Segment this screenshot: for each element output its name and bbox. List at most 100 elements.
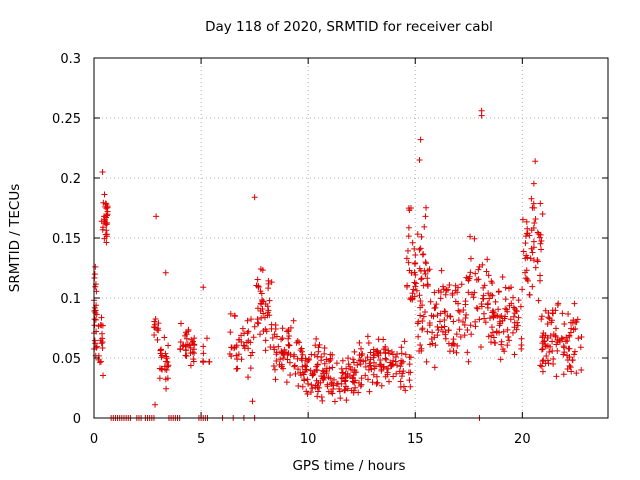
data-point — [403, 283, 410, 290]
data-point — [497, 356, 504, 363]
data-point — [567, 364, 574, 371]
data-point — [297, 369, 304, 376]
data-point — [539, 368, 546, 375]
data-point — [374, 350, 381, 357]
data-point — [266, 297, 273, 304]
data-point — [373, 373, 380, 380]
data-point — [380, 336, 387, 343]
data-point — [368, 366, 375, 373]
data-point — [486, 315, 493, 322]
data-point — [530, 238, 537, 245]
data-point — [244, 317, 251, 324]
data-point — [251, 194, 258, 201]
data-point — [380, 346, 387, 353]
data-point — [189, 340, 196, 347]
data-point — [331, 398, 338, 405]
data-point — [406, 377, 413, 384]
data-point — [457, 334, 464, 341]
data-point — [417, 341, 424, 348]
data-point — [156, 375, 163, 382]
data-point — [538, 237, 545, 244]
data-point — [249, 398, 256, 405]
data-point — [275, 343, 282, 350]
data-point — [319, 375, 326, 382]
data-point — [101, 191, 108, 198]
data-point — [234, 365, 241, 372]
data-point — [325, 374, 332, 381]
data-point — [314, 393, 321, 400]
data-point — [453, 349, 460, 356]
data-point — [492, 298, 499, 305]
data-point — [424, 328, 431, 335]
data-point — [380, 364, 387, 371]
data-point — [458, 281, 465, 288]
data-point — [504, 342, 511, 349]
data-point — [519, 286, 526, 293]
data-point — [485, 272, 492, 279]
data-point — [423, 358, 430, 365]
data-point — [271, 366, 278, 373]
data-point — [515, 314, 522, 321]
data-point — [419, 251, 426, 258]
data-point — [301, 362, 308, 369]
data-point — [450, 336, 457, 343]
data-point — [413, 287, 420, 294]
data-point — [333, 360, 340, 367]
data-point — [484, 304, 491, 311]
data-point — [456, 326, 463, 333]
data-point — [251, 323, 258, 330]
data-point — [313, 366, 320, 373]
data-point — [351, 359, 358, 366]
data-point — [249, 349, 256, 356]
y-tick-label: 0.2 — [60, 172, 81, 187]
data-point — [569, 357, 576, 364]
data-point — [392, 353, 399, 360]
data-point — [203, 335, 210, 342]
data-point — [326, 365, 333, 372]
data-point — [407, 383, 414, 390]
data-point — [93, 311, 100, 318]
data-point — [455, 317, 462, 324]
data-point — [448, 342, 455, 349]
data-point — [187, 344, 194, 351]
data-point — [281, 351, 288, 358]
data-point — [182, 352, 189, 359]
data-point — [358, 375, 365, 382]
data-point — [518, 335, 525, 342]
data-point — [366, 360, 373, 367]
data-point — [179, 343, 186, 350]
data-point — [99, 335, 106, 342]
data-point — [412, 259, 419, 266]
data-point — [403, 255, 410, 262]
data-point — [500, 328, 507, 335]
data-point — [321, 345, 328, 352]
data-point — [568, 368, 575, 375]
data-point — [285, 327, 292, 334]
data-point — [283, 379, 290, 386]
data-point — [536, 234, 543, 241]
data-point — [414, 320, 421, 327]
data-point — [416, 348, 423, 355]
data-point — [406, 361, 413, 368]
data-point — [353, 369, 360, 376]
data-point — [528, 245, 535, 252]
data-point — [568, 325, 575, 332]
data-point — [440, 286, 447, 293]
data-point — [355, 379, 362, 386]
data-point — [431, 305, 438, 312]
data-point — [348, 387, 355, 394]
data-point — [480, 284, 487, 291]
data-point — [491, 339, 498, 346]
data-point — [488, 324, 495, 331]
x-tick-label: 5 — [197, 432, 205, 447]
data-point — [426, 266, 433, 273]
data-point — [545, 314, 552, 321]
data-point — [307, 367, 314, 374]
data-point — [245, 345, 252, 352]
data-point — [455, 300, 462, 307]
data-point — [200, 284, 207, 291]
data-point — [294, 338, 301, 345]
data-point — [402, 351, 409, 358]
data-point — [370, 371, 377, 378]
data-point — [258, 296, 265, 303]
